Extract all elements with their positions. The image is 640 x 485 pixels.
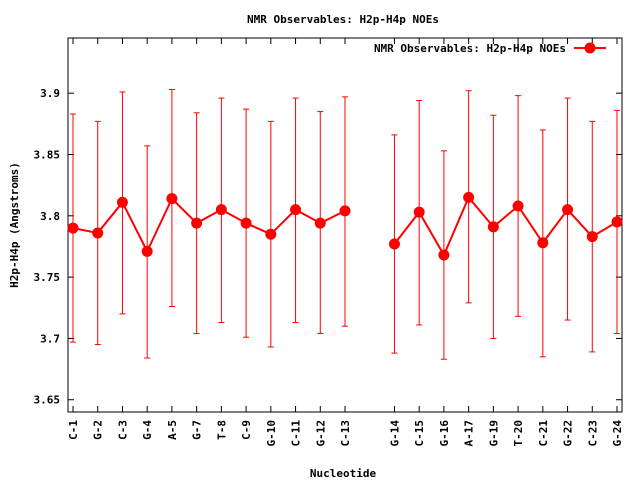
series-line-segment [146,198,173,252]
y-tick-label: 3.9 [40,87,60,100]
y-tick-label: 3.7 [40,332,60,345]
x-tick-label: C-3 [116,420,129,440]
x-tick-label: C-1 [67,420,80,440]
data-point [215,204,227,216]
data-point [537,237,549,249]
series-line-segment [542,209,569,244]
series-line-segment [418,211,445,256]
data-point [562,204,574,216]
x-tick-label: G-10 [265,420,278,447]
data-point [339,205,351,217]
x-tick-label: T-20 [512,420,525,447]
y-tick-label: 3.65 [34,394,61,407]
x-tick-label: G-19 [487,420,500,447]
x-tick-label: G-16 [438,420,451,447]
x-tick-label: C-21 [537,420,550,447]
chart-title: NMR Observables: H2p-H4p NOEs [247,13,439,26]
series-line-segment [566,208,594,238]
data-point [388,238,400,250]
data-point [191,217,203,229]
data-point [92,227,104,239]
series-line-segment [121,201,149,252]
x-tick-label: C-9 [240,420,253,440]
series-line-segment [393,211,420,245]
x-tick-label: C-15 [413,420,426,447]
x-tick-label: G-14 [388,420,401,447]
series-layer [67,89,623,360]
x-tick-label: G-24 [611,420,624,447]
x-tick-label: G-2 [92,420,105,440]
series-line-segment [270,208,297,235]
data-point [166,193,178,205]
data-point [67,222,79,234]
data-point [586,231,598,243]
data-point [314,217,326,229]
y-tick-label: 3.85 [34,148,61,161]
x-tick-label: A-5 [166,420,179,440]
series-line-segment [96,201,124,234]
data-point [438,249,450,261]
legend: NMR Observables: H2p-H4p NOEs [374,42,606,55]
legend-marker [584,42,596,54]
data-point [611,216,623,228]
x-tick-label: A-17 [463,420,476,447]
x-tick-label: C-23 [586,420,599,447]
y-axis-ticks: 3.65 3.7 3.75 3.8 3.85 3.9 [34,87,622,407]
series-line-segment [442,197,470,256]
x-tick-label: G-12 [314,420,327,447]
data-point [240,217,252,229]
y-tick-label: 3.8 [40,210,60,223]
x-tick-label: G-7 [191,420,204,440]
x-tick-label: G-4 [141,420,154,440]
series-line-segment [517,205,544,244]
data-point [141,245,153,257]
series-line-segment [171,197,198,224]
data-point [512,200,524,212]
y-tick-label: 3.75 [34,271,61,284]
data-point [487,221,499,233]
x-tick-label: C-11 [290,420,303,447]
x-tick-label: C-13 [339,420,352,447]
series-line-segment [467,196,495,228]
x-tick-label: G-22 [562,420,575,447]
data-point [413,206,425,218]
y-axis-label: H2p-H4p (Angstroms) [8,162,21,288]
data-point [265,228,277,240]
legend-label: NMR Observables: H2p-H4p NOEs [374,42,566,55]
data-point [463,191,475,203]
x-tick-label: T-8 [215,420,228,440]
data-point [290,204,302,216]
data-point [116,196,128,208]
x-axis-label: Nucleotide [310,467,377,480]
x-axis-ticks: C-1 G-2 C-3 G-4 A-5 G-7 T-8 C-9 G-10 C-11 G-12 C-13… [67,38,624,447]
